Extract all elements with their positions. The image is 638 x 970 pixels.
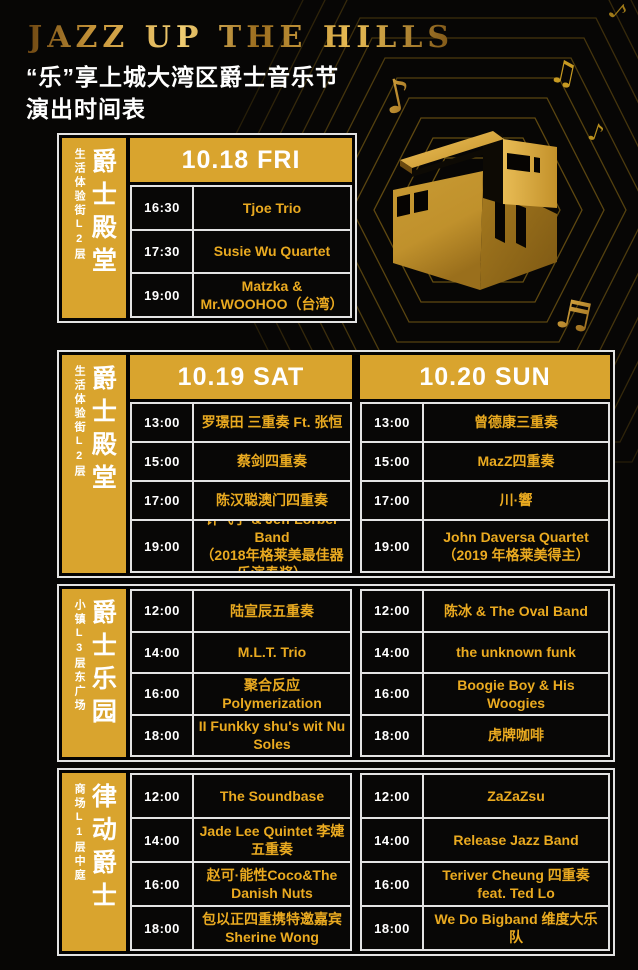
venue-location: 生活体验街L2层 xyxy=(73,365,86,479)
time-cell: 15:00 xyxy=(132,443,192,481)
act-cell: 川·響 xyxy=(424,482,608,520)
time-cell: 17:30 xyxy=(132,230,192,273)
time-cell: 18:00 xyxy=(362,715,422,755)
friday-column: 10.18 FRI 16:30 Tjoe Trio 17:30 Susie Wu… xyxy=(130,138,352,318)
act-cell: 罗璟田 三重奏 Ft. 张恒 xyxy=(194,404,350,441)
sunday-column: 12:00 陈冰 & The Oval Band 14:00 the unkno… xyxy=(360,589,610,757)
time-cell: 19:00 xyxy=(362,521,422,571)
act-cell: 陆宣辰五重奏 xyxy=(194,591,350,631)
schedule-label: 演出时间表 xyxy=(26,96,146,122)
time-cell: 15:00 xyxy=(362,443,422,481)
venue-location: 商场L1层中庭 xyxy=(73,783,86,883)
schedule-rows: 12:00 ZaZaZsu 14:00 Release Jazz Band 16… xyxy=(360,773,610,951)
building-illustration xyxy=(393,131,557,290)
date-header-sat: 10.19 SAT xyxy=(130,355,352,399)
time-cell: 12:00 xyxy=(132,591,192,631)
schedule-rows: 12:00 The Soundbase 14:00 Jade Lee Quint… xyxy=(130,773,352,951)
festival-title: JAZZ UP THE HILLS xyxy=(28,20,455,55)
saturday-column: 10.19 SAT 13:00 罗璟田 三重奏 Ft. 张恒 15:00 蔡剑四… xyxy=(130,355,352,573)
act-cell: Jade Lee Quintet 李婕五重奏 xyxy=(194,819,350,861)
venue-cell: 生活体验街L2层 爵士殿堂 xyxy=(62,138,126,318)
saturday-column: 12:00 陆宣辰五重奏 14:00 M.L.T. Trio 16:00 聚合反… xyxy=(130,589,352,757)
schedule-rows: 13:00 罗璟田 三重奏 Ft. 张恒 15:00 蔡剑四重奏 17:00 陈… xyxy=(130,402,352,573)
time-cell: 12:00 xyxy=(362,775,422,817)
date-header: 10.18 FRI xyxy=(130,138,352,182)
small-note-icon: ♪ xyxy=(584,117,607,148)
time-cell: 18:00 xyxy=(362,907,422,949)
time-cell: 19:00 xyxy=(132,521,192,571)
act-cell: 曾德康三重奏 xyxy=(424,404,608,441)
schedule-rows: 12:00 陈冰 & The Oval Band 14:00 the unkno… xyxy=(360,589,610,757)
act-cell: Susie Wu Quartet xyxy=(194,230,350,273)
time-cell: 17:00 xyxy=(132,482,192,520)
sunday-column: 10.20 SUN 13:00 曾德康三重奏 15:00 MazZ四重奏 17:… xyxy=(360,355,610,573)
act-cell: 许飞宇 & Jeff Lorber Band （2018年格莱美最佳器乐演奏奖） xyxy=(194,521,350,571)
time-cell: 17:00 xyxy=(362,482,422,520)
act-cell: 包以正四重携特邀嘉宾Sherine Wong xyxy=(194,907,350,949)
time-cell: 16:00 xyxy=(362,863,422,905)
time-cell: 13:00 xyxy=(132,404,192,441)
act-cell: Tjoe Trio xyxy=(194,187,350,229)
time-cell: 16:30 xyxy=(132,187,192,229)
time-cell: 16:00 xyxy=(362,674,422,714)
act-cell: the unknown funk xyxy=(424,632,608,672)
time-cell: 14:00 xyxy=(132,632,192,672)
date-header-sun: 10.20 SUN xyxy=(360,355,610,399)
act-cell: Teriver Cheung 四重奏feat. Ted Lo xyxy=(424,863,608,905)
venue-location: 生活体验街L2层 xyxy=(73,148,86,262)
act-cell: Matzka & Mr.WOOHOO（台湾） xyxy=(194,274,350,316)
time-cell: 14:00 xyxy=(132,819,192,861)
act-cell: M.L.T. Trio xyxy=(194,632,350,672)
act-cell: ZaZaZsu xyxy=(424,775,608,817)
act-cell: We Do Bigband 维度大乐队 xyxy=(424,907,608,949)
time-cell: 16:00 xyxy=(132,674,192,714)
act-cell: 聚合反应Polymerization xyxy=(194,674,350,714)
sunday-column: 12:00 ZaZaZsu 14:00 Release Jazz Band 16… xyxy=(360,773,610,951)
act-cell: 虎牌咖啡 xyxy=(424,715,608,755)
time-cell: 14:00 xyxy=(362,632,422,672)
corner-note-icon: ♪ xyxy=(603,0,633,27)
venue-cell: 商场L1层中庭 律动爵士 xyxy=(62,773,126,951)
act-cell: 赵可·能性Coco&The Danish Nuts xyxy=(194,863,350,905)
time-cell: 12:00 xyxy=(362,591,422,631)
time-cell: 18:00 xyxy=(132,907,192,949)
act-cell: II Funkky shu's wit Nu Soles xyxy=(194,715,350,755)
venue-location: 小镇L3层东广场 xyxy=(73,599,86,713)
act-cell: 蔡剑四重奏 xyxy=(194,443,350,481)
schedule-rows: 16:30 Tjoe Trio 17:30 Susie Wu Quartet 1… xyxy=(130,185,352,318)
time-cell: 12:00 xyxy=(132,775,192,817)
time-cell: 18:00 xyxy=(132,715,192,755)
time-cell: 14:00 xyxy=(362,819,422,861)
weekend-section-jazz-park: 小镇L3层东广场 爵士乐园 12:00 陆宣辰五重奏 14:00 M.L.T. … xyxy=(57,584,615,762)
eighth-note-icon: ♪ xyxy=(378,67,418,126)
time-cell: 13:00 xyxy=(362,404,422,441)
time-cell: 19:00 xyxy=(132,274,192,316)
weekend-section-jazz-hall: 生活体验街L2层 爵士殿堂 10.19 SAT 13:00 罗璟田 三重奏 Ft… xyxy=(57,350,615,578)
saturday-column: 12:00 The Soundbase 14:00 Jade Lee Quint… xyxy=(130,773,352,951)
friday-schedule-table: 生活体验街L2层 爵士殿堂 10.18 FRI 16:30 Tjoe Trio … xyxy=(57,133,357,323)
flourish-note-icon: ♬ xyxy=(551,290,596,342)
weekend-section-rhythm-jazz: 商场L1层中庭 律动爵士 12:00 The Soundbase 14:00 J… xyxy=(57,768,615,956)
schedule-rows: 12:00 陆宣辰五重奏 14:00 M.L.T. Trio 16:00 聚合反… xyxy=(130,589,352,757)
act-cell: 陈冰 & The Oval Band xyxy=(424,591,608,631)
venue-name: 爵士殿堂 xyxy=(88,148,117,280)
venue-name: 爵士乐园 xyxy=(88,599,117,731)
act-cell: The Soundbase xyxy=(194,775,350,817)
act-cell: John Daversa Quartet （2019 年格莱美得主） xyxy=(424,521,608,571)
venue-name: 爵士殿堂 xyxy=(88,365,117,497)
venue-cell: 生活体验街L2层 爵士殿堂 xyxy=(62,355,126,573)
venue-cell: 小镇L3层东广场 爵士乐园 xyxy=(62,589,126,757)
schedule-rows: 13:00 曾德康三重奏 15:00 MazZ四重奏 17:00 川·響 19:… xyxy=(360,402,610,573)
time-cell: 16:00 xyxy=(132,863,192,905)
act-cell: MazZ四重奏 xyxy=(424,443,608,481)
act-cell: 陈汉聪澳门四重奏 xyxy=(194,482,350,520)
venue-name: 律动爵士 xyxy=(88,783,117,915)
act-cell: Boogie Boy & His Woogies xyxy=(424,674,608,714)
act-cell: Release Jazz Band xyxy=(424,819,608,861)
festival-subtitle: “乐”享上城大湾区爵士音乐节 xyxy=(26,64,339,90)
